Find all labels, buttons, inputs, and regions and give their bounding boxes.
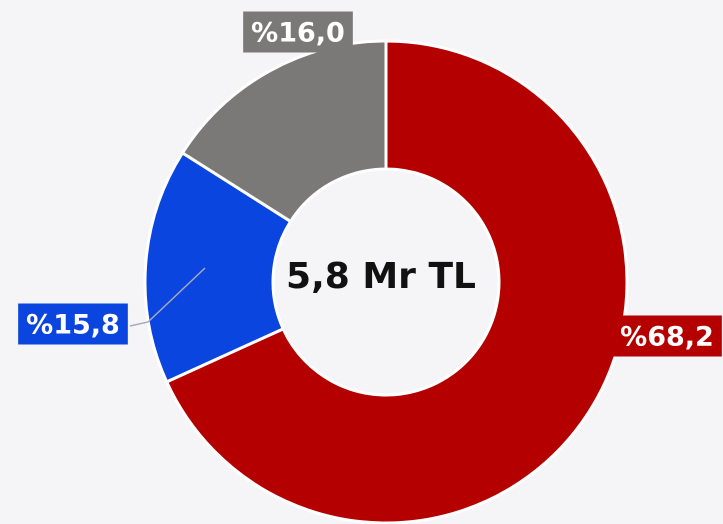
label-box [612,315,722,357]
label-text: %16,0 [251,18,345,49]
value-label: %16,0 [243,11,353,53]
donut-slice [164,39,629,524]
labels: %68,2 %15,8 %16,0 [18,11,722,357]
slices [143,39,629,524]
center-total: 5,8 Mr TL [286,256,476,297]
leader-line [129,267,206,327]
value-label: %68,2 [612,315,722,357]
donut-slice [143,150,293,384]
label-box [18,303,128,345]
label-text: %15,8 [26,310,120,341]
label-text: %68,2 [620,322,714,353]
label-box [243,11,353,53]
donut-slice [180,39,388,224]
value-label: %15,8 [18,303,128,345]
